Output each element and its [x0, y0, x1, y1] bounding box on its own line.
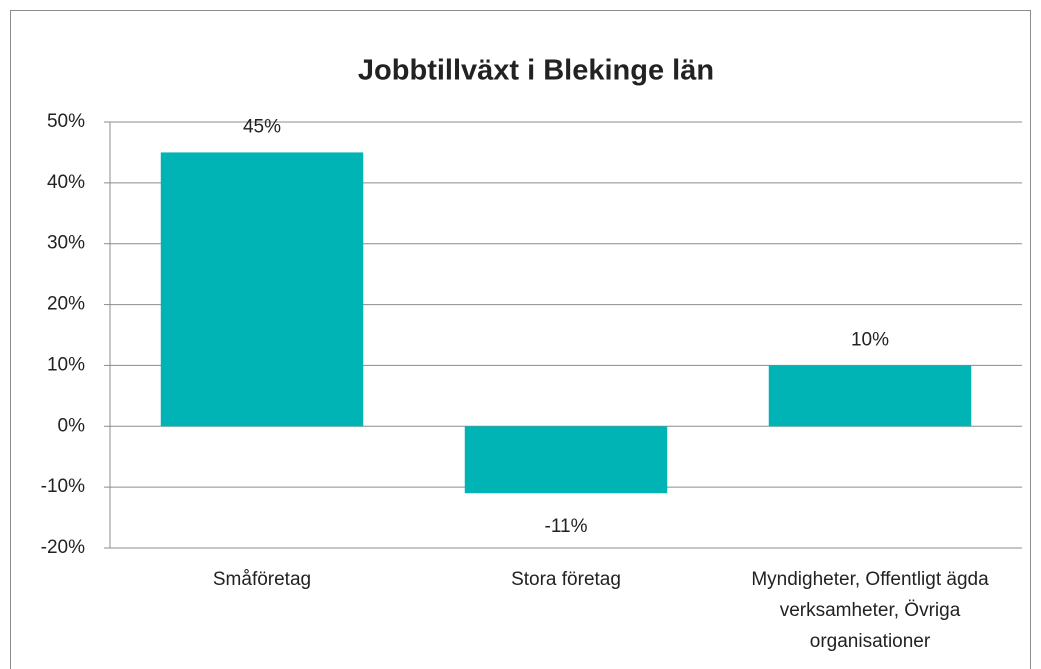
y-tick-label: 10% — [47, 354, 85, 375]
bar — [464, 426, 668, 494]
y-tick-label: 0% — [58, 415, 86, 436]
bar — [768, 365, 972, 427]
y-tick-label: 40% — [47, 172, 85, 193]
y-tick-label: -10% — [41, 476, 85, 497]
y-tick-label: -20% — [41, 537, 85, 558]
data-label: 45% — [243, 116, 281, 137]
x-tick-label: Myndigheter, Offentligt ägda verksamheter… — [751, 569, 989, 652]
data-label: 10% — [851, 329, 889, 350]
y-tick-label: 30% — [47, 233, 85, 254]
x-tick-label: Stora företag — [511, 569, 621, 590]
data-label: -11% — [545, 516, 588, 537]
y-tick-label: 20% — [47, 294, 85, 315]
chart-title: Jobbtillväxt i Blekinge län — [358, 55, 714, 87]
x-tick-label: Småföretag — [213, 569, 311, 590]
y-tick-label: 50% — [47, 111, 85, 132]
bar — [160, 152, 364, 427]
